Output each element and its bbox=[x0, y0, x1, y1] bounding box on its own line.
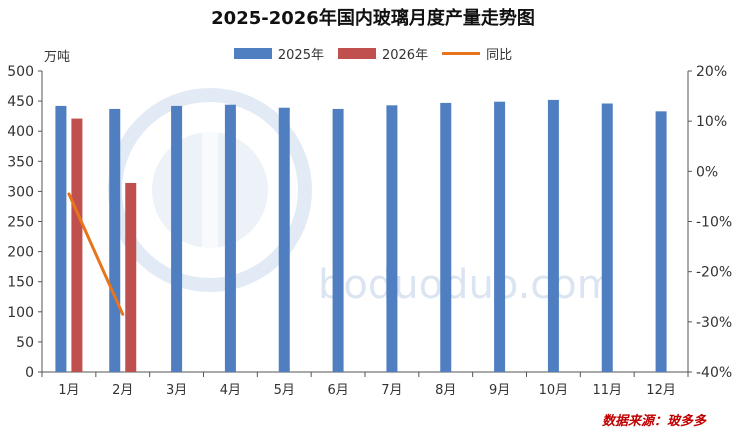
x-tick-label: 6月 bbox=[327, 383, 348, 398]
y-tick-label: 450 bbox=[7, 94, 34, 110]
y-tick-label: 250 bbox=[7, 215, 34, 231]
bar-2025年-2月 bbox=[109, 109, 120, 372]
watermark-text: boduoduo.com bbox=[318, 262, 616, 308]
bar-2025年-10月 bbox=[548, 100, 559, 372]
bar-2025年-11月 bbox=[602, 104, 613, 372]
watermark-logo-bar bbox=[202, 105, 218, 275]
y-tick-label: 150 bbox=[7, 275, 34, 291]
bar-2026年-1月 bbox=[71, 119, 82, 372]
bar-2025年-8月 bbox=[440, 103, 451, 372]
x-tick-label: 12月 bbox=[646, 383, 676, 398]
y2-tick-label: 20% bbox=[696, 64, 727, 80]
source-note: 数据来源：玻多多 bbox=[602, 410, 706, 429]
x-tick-label: 1月 bbox=[58, 383, 79, 398]
x-tick-label: 10月 bbox=[539, 383, 569, 398]
bar-2025年-4月 bbox=[225, 105, 236, 372]
x-tick-label: 7月 bbox=[381, 383, 402, 398]
y-tick-label: 200 bbox=[7, 245, 34, 261]
x-tick-label: 11月 bbox=[592, 383, 622, 398]
x-tick-label: 3月 bbox=[166, 383, 187, 398]
y-tick-label: 350 bbox=[7, 154, 34, 170]
y2-tick-label: 10% bbox=[696, 114, 727, 130]
bar-2025年-12月 bbox=[656, 111, 667, 372]
bar-2025年-6月 bbox=[333, 109, 344, 372]
y2-tick-label: -30% bbox=[696, 315, 732, 331]
bar-2026年-2月 bbox=[125, 183, 136, 372]
bar-2025年-7月 bbox=[386, 105, 397, 372]
x-tick-label: 5月 bbox=[274, 383, 295, 398]
bar-2025年-3月 bbox=[171, 106, 182, 372]
y-tick-label: 100 bbox=[7, 305, 34, 321]
bar-2025年-5月 bbox=[279, 108, 290, 372]
x-tick-label: 4月 bbox=[220, 383, 241, 398]
y2-tick-label: -10% bbox=[696, 215, 732, 231]
x-tick-label: 2月 bbox=[112, 383, 133, 398]
x-tick-label: 9月 bbox=[489, 383, 510, 398]
y-tick-label: 300 bbox=[7, 184, 34, 200]
y2-tick-label: 0% bbox=[696, 164, 718, 180]
y-tick-label: 50 bbox=[16, 335, 34, 351]
bar-2025年-9月 bbox=[494, 102, 505, 372]
x-tick-label: 8月 bbox=[435, 383, 456, 398]
bar-2025年-1月 bbox=[55, 106, 66, 372]
y-tick-label: 0 bbox=[25, 365, 34, 381]
y-tick-label: 400 bbox=[7, 124, 34, 140]
y-tick-label: 500 bbox=[7, 64, 34, 80]
y2-tick-label: -20% bbox=[696, 265, 732, 281]
y2-tick-label: -40% bbox=[696, 365, 732, 381]
